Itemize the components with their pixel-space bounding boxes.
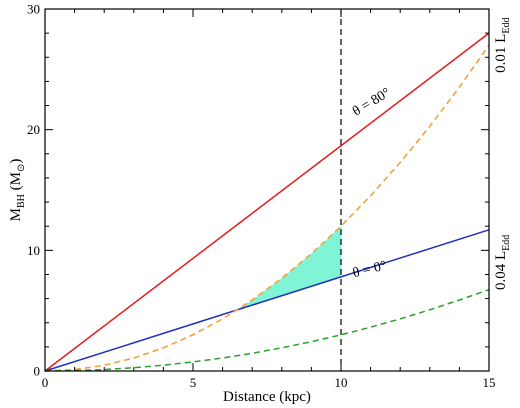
x-tick-label: 0 — [42, 375, 49, 390]
y-tick-label: 10 — [27, 243, 40, 258]
series-line-orange_dashed — [44, 44, 490, 372]
series-line-theta0 — [44, 229, 490, 372]
x-axis-title: Distance (kpc) — [223, 389, 311, 405]
line-annotation-0: θ = 80° — [350, 85, 393, 119]
y-tick-label: 30 — [27, 2, 40, 17]
shaded-region-layer — [237, 226, 341, 310]
plot-frame — [44, 8, 490, 372]
labels-layer: 0 5 10 15 0 10 20 30 Distance (kpc) MBH (M⊙) θ = 8… — [8, 2, 512, 406]
right-label-0: 0.01 LEdd — [493, 18, 512, 73]
x-tick-label: 5 — [190, 375, 197, 390]
y-tick-label: 0 — [34, 364, 41, 379]
shaded-region — [237, 226, 341, 310]
ticks-layer — [44, 8, 490, 372]
x-tick-label: 10 — [335, 375, 348, 390]
right-label-1: 0.04 LEdd — [493, 235, 512, 290]
series-line-theta80 — [44, 32, 490, 372]
series-layer — [44, 32, 490, 372]
y-axis-title: MBH (M⊙) — [8, 159, 27, 222]
x-tick-label: 15 — [483, 375, 496, 390]
line-annotation-1: θ = 0° — [351, 258, 388, 281]
y-tick-label: 20 — [27, 122, 40, 137]
series-line-green_dashed — [44, 288, 490, 372]
